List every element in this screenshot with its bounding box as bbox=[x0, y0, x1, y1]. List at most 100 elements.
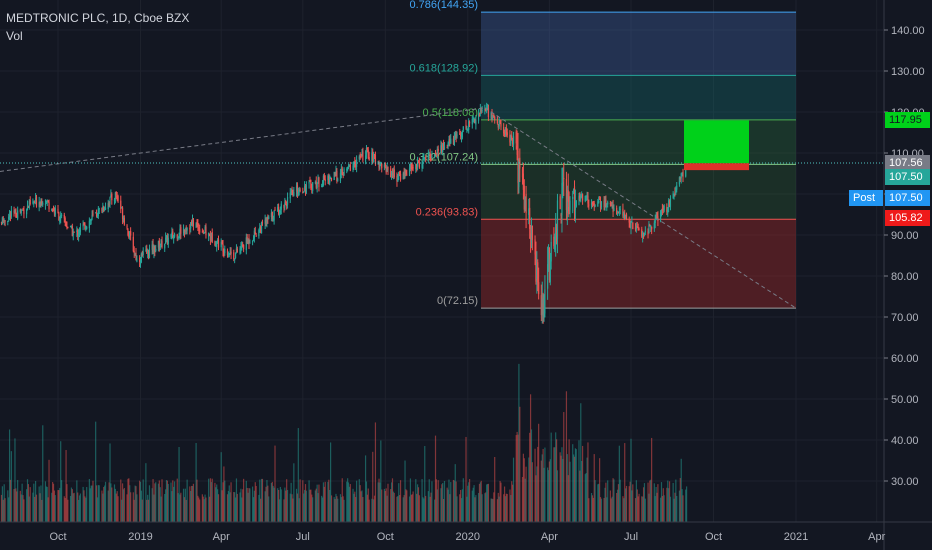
candle-body bbox=[160, 239, 162, 245]
candle-body bbox=[676, 185, 678, 190]
volume-bar bbox=[128, 478, 130, 522]
volume-bar bbox=[380, 440, 382, 522]
candle-body bbox=[442, 143, 444, 153]
volume-bar bbox=[449, 494, 451, 522]
volume-bar bbox=[236, 493, 238, 522]
volume-bar bbox=[542, 448, 544, 522]
volume-bar bbox=[274, 445, 276, 522]
candle-body bbox=[312, 182, 314, 191]
volume-bar bbox=[631, 490, 633, 522]
volume-bar bbox=[217, 489, 219, 522]
candle-body bbox=[647, 231, 649, 235]
volume-bar bbox=[226, 494, 229, 522]
volume-bar bbox=[434, 499, 436, 522]
volume-bar bbox=[403, 495, 405, 522]
volume-bar bbox=[510, 495, 512, 522]
candle-body bbox=[510, 137, 512, 144]
volume-bar bbox=[95, 485, 98, 522]
volume-bar bbox=[356, 480, 358, 522]
candle-body bbox=[592, 201, 594, 203]
candle-body bbox=[607, 202, 609, 205]
candle-body bbox=[19, 209, 21, 212]
candle-body bbox=[440, 145, 442, 153]
candle-body bbox=[229, 251, 231, 255]
candle-body bbox=[146, 248, 148, 254]
candle-body bbox=[191, 218, 194, 225]
volume-bar bbox=[343, 499, 345, 522]
candle-body bbox=[441, 145, 443, 152]
volume-bar bbox=[417, 487, 420, 522]
volume-bar bbox=[656, 492, 658, 522]
candle-body bbox=[362, 151, 364, 161]
volume-bar bbox=[295, 488, 298, 522]
candle-body bbox=[605, 199, 607, 208]
price-tag: 107.50 bbox=[885, 169, 930, 186]
candle-body bbox=[136, 258, 138, 262]
volume-bar bbox=[309, 489, 311, 522]
volume-bar bbox=[480, 480, 482, 522]
volume-bar bbox=[618, 445, 620, 522]
candle-body bbox=[397, 177, 399, 182]
candle-body bbox=[109, 197, 111, 205]
candle-body bbox=[79, 227, 82, 233]
candle-body bbox=[216, 241, 218, 247]
candle-body bbox=[390, 168, 392, 178]
drawing-tools[interactable] bbox=[0, 107, 884, 309]
candle-body bbox=[662, 209, 664, 211]
volume-bar bbox=[253, 490, 255, 522]
volume-bar bbox=[553, 447, 555, 522]
candle-body bbox=[373, 154, 375, 163]
candle-body bbox=[180, 227, 182, 234]
volume-bar bbox=[132, 492, 134, 522]
volume-bar bbox=[440, 488, 442, 522]
fibonacci-retracement[interactable]: 0.786(144.35) 0.618(128.92) 0.5(118.08) 0.3… bbox=[410, 0, 797, 309]
candle-body bbox=[51, 209, 53, 211]
volume-bar bbox=[39, 493, 41, 522]
volume-bar bbox=[65, 450, 67, 522]
candle-body bbox=[63, 214, 65, 219]
candle-body bbox=[496, 120, 498, 124]
volume-bar bbox=[38, 486, 40, 522]
volume-bar bbox=[91, 485, 93, 522]
candle-body bbox=[70, 225, 73, 228]
candle-body bbox=[499, 120, 501, 123]
volume-bar bbox=[53, 490, 56, 522]
candle-body bbox=[635, 225, 637, 229]
candle-body bbox=[512, 136, 515, 145]
volume-bar bbox=[222, 482, 224, 522]
candle-body bbox=[147, 250, 150, 257]
volume-bar bbox=[580, 403, 582, 522]
volume-bar bbox=[133, 499, 135, 522]
candle-body bbox=[271, 211, 273, 220]
volume-bar bbox=[436, 489, 438, 522]
volume-bar bbox=[396, 496, 398, 522]
volume-bar bbox=[387, 483, 389, 522]
volume-bar bbox=[377, 482, 379, 522]
candle-body bbox=[454, 132, 456, 138]
candle-body bbox=[528, 208, 530, 215]
candle-body bbox=[347, 166, 349, 170]
candle-body bbox=[274, 209, 276, 211]
volume-bar bbox=[442, 498, 445, 522]
candle-body bbox=[322, 175, 325, 185]
candle-body bbox=[329, 178, 331, 183]
candle-body bbox=[166, 235, 168, 244]
candle-body bbox=[491, 111, 493, 120]
candle-body bbox=[34, 202, 36, 204]
volume-bar bbox=[312, 497, 314, 522]
volume-bar bbox=[447, 489, 449, 522]
candle-body bbox=[565, 178, 568, 210]
candle-body bbox=[503, 127, 505, 134]
volume-indicator-label[interactable]: Vol bbox=[6, 29, 23, 43]
candle-body bbox=[493, 114, 495, 117]
candle-body bbox=[475, 119, 477, 125]
volume-bar bbox=[251, 486, 254, 522]
volume-bar bbox=[404, 460, 406, 522]
candle-body bbox=[410, 163, 412, 169]
volume-bar bbox=[272, 485, 274, 522]
trend-line-up bbox=[0, 107, 485, 172]
candle-body bbox=[182, 228, 185, 234]
volume-bar bbox=[230, 482, 232, 522]
candle-body bbox=[197, 222, 199, 226]
